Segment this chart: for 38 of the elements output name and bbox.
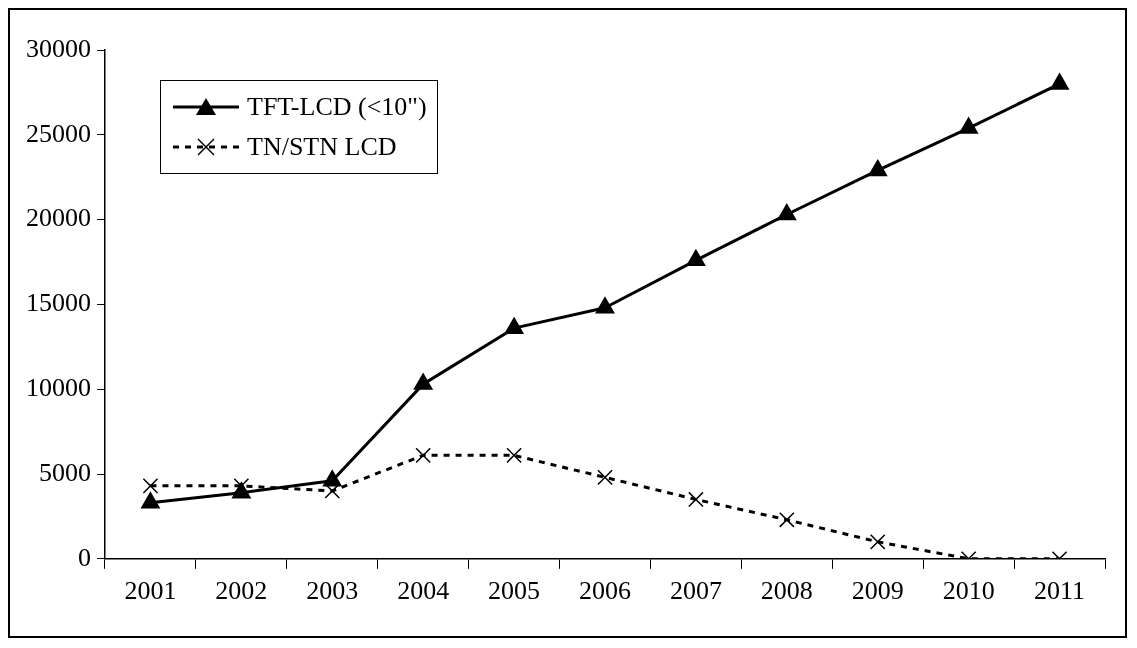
point	[868, 159, 888, 177]
point	[777, 203, 797, 221]
x-tick-label: 2003	[306, 576, 359, 606]
y-tick-label: 0	[78, 542, 91, 572]
point	[233, 478, 250, 494]
point	[322, 470, 342, 487]
x-tick-label: 2009	[851, 576, 904, 606]
point	[959, 117, 979, 134]
y-tick-label: 25000	[26, 118, 91, 148]
x-tick-label: 2004	[397, 576, 450, 606]
y-tick-label: 10000	[26, 373, 91, 403]
y-tick-label: 5000	[39, 457, 91, 487]
legend-label: TN/STN LCD	[247, 132, 397, 162]
x-tick-label: 2007	[669, 576, 722, 606]
x-tick-label: 2006	[579, 576, 631, 606]
x-tick-label: 2011	[1034, 576, 1086, 606]
point	[506, 447, 522, 464]
legend-label: TFT-LCD (<10")	[247, 92, 427, 122]
x-tick-label: 2008	[760, 576, 813, 606]
point	[141, 492, 160, 509]
x-tick-label: 2001	[124, 576, 177, 606]
x-tick-label: 2005	[488, 576, 541, 606]
point	[142, 478, 159, 494]
point	[1050, 73, 1069, 90]
point	[779, 511, 795, 528]
point	[415, 447, 431, 464]
y-tick-label: 30000	[26, 33, 91, 63]
y-tick-label: 15000	[26, 288, 91, 318]
point	[504, 317, 524, 334]
point	[413, 373, 433, 390]
x-tick-label: 2010	[942, 576, 995, 606]
point	[869, 534, 886, 550]
x-tick-label: 2002	[215, 576, 268, 606]
y-tick-label: 20000	[26, 203, 91, 233]
point	[597, 469, 613, 486]
point	[595, 297, 615, 314]
point	[688, 491, 704, 508]
point	[686, 249, 706, 267]
